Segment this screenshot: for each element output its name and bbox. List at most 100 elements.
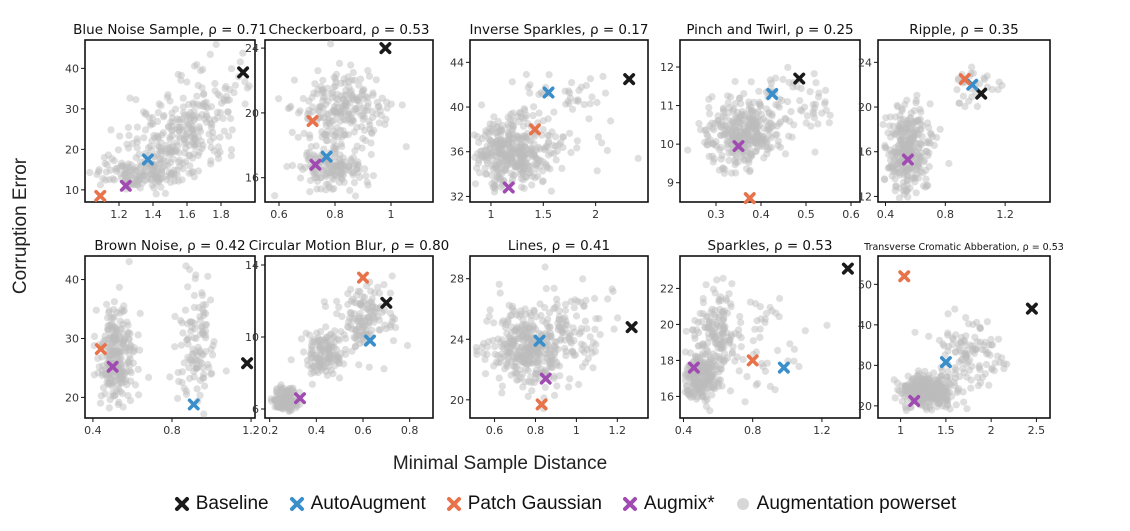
powerset-point	[929, 384, 937, 392]
powerset-point	[918, 133, 926, 141]
powerset-point	[157, 166, 165, 174]
powerset-point	[681, 348, 690, 356]
panel-title: Pinch and Twirl, ρ = 0.25	[686, 22, 853, 38]
powerset-point	[504, 136, 512, 144]
powerset-point	[507, 146, 515, 154]
powerset-point	[508, 152, 516, 160]
powerset-point	[504, 120, 512, 128]
powerset-point	[555, 307, 563, 315]
powerset-point	[375, 289, 384, 297]
powerset-point	[134, 172, 142, 180]
powerset-point	[154, 173, 162, 182]
powerset-point	[922, 175, 930, 183]
powerset-point	[504, 137, 513, 145]
powerset-point	[751, 139, 759, 147]
powerset-point	[186, 108, 194, 117]
powerset-point	[803, 112, 812, 120]
powerset-point	[103, 300, 111, 308]
powerset-point	[140, 172, 148, 180]
powerset-point	[99, 175, 107, 183]
powerset-point	[519, 158, 527, 166]
powerset-point	[137, 172, 145, 180]
powerset-point	[552, 133, 560, 141]
powerset-point	[380, 281, 388, 289]
powerset-point	[147, 169, 155, 177]
powerset-point	[322, 137, 330, 145]
powerset-point	[500, 352, 508, 360]
powerset-point	[317, 352, 325, 360]
powerset-point	[135, 391, 143, 399]
powerset-point	[330, 116, 338, 124]
powerset-point	[213, 114, 221, 122]
powerset-point	[402, 143, 410, 151]
powerset-point	[334, 167, 342, 176]
powerset-point	[489, 140, 497, 148]
powerset-point	[344, 96, 352, 104]
powerset-point	[313, 174, 321, 182]
legend-label: Patch Gaussian	[467, 493, 602, 514]
x-axis-label: Minimal Sample Distance	[392, 453, 608, 474]
powerset-point	[142, 109, 150, 117]
powerset-point	[155, 160, 163, 168]
powerset-point	[351, 106, 359, 114]
powerset-point	[550, 284, 558, 292]
powerset-point	[188, 133, 196, 141]
powerset-point	[328, 108, 336, 116]
powerset-point	[349, 117, 358, 125]
powerset-point	[132, 178, 140, 186]
powerset-point	[219, 114, 227, 122]
powerset-point	[340, 131, 348, 139]
powerset-point	[614, 314, 622, 322]
powerset-point	[137, 163, 145, 171]
powerset-point	[121, 347, 129, 355]
powerset-point	[979, 341, 987, 349]
powerset-point	[201, 103, 210, 111]
powerset-point	[213, 108, 221, 116]
powerset-point	[589, 364, 597, 372]
powerset-point	[959, 92, 968, 100]
powerset-point	[925, 332, 933, 340]
powerset-point	[745, 113, 753, 122]
x-tick-label: 0.8	[401, 424, 419, 437]
powerset-point	[498, 127, 506, 135]
powerset-point	[483, 142, 491, 150]
powerset-point	[481, 131, 489, 140]
powerset-point	[912, 189, 920, 197]
powerset-point	[199, 329, 207, 337]
powerset-point	[179, 159, 187, 167]
powerset-point	[189, 125, 197, 133]
powerset-point	[159, 156, 168, 164]
powerset-point	[204, 272, 212, 280]
powerset-point	[546, 323, 554, 331]
powerset-point	[101, 390, 109, 398]
powerset-point	[572, 312, 581, 320]
powerset-point	[168, 122, 176, 130]
powerset-point	[507, 159, 515, 168]
powerset-point	[153, 175, 161, 184]
powerset-point	[306, 131, 314, 139]
powerset-point	[199, 102, 207, 110]
powerset-point	[508, 158, 516, 166]
powerset-point	[93, 170, 101, 178]
powerset-point	[547, 363, 556, 371]
powerset-point	[119, 161, 127, 170]
powerset-point	[337, 328, 345, 336]
powerset-point	[541, 144, 549, 152]
powerset-point	[506, 337, 514, 345]
powerset-point	[539, 317, 547, 325]
powerset-point	[358, 123, 366, 131]
powerset-point	[127, 172, 136, 181]
powerset-point	[190, 107, 198, 115]
powerset-point	[305, 97, 313, 105]
powerset-point	[109, 339, 117, 347]
powerset-point	[153, 150, 161, 158]
powerset-point	[188, 125, 196, 133]
powerset-point	[960, 398, 968, 406]
powerset-point	[205, 130, 213, 138]
powerset-point	[920, 375, 928, 383]
powerset-point	[207, 119, 215, 127]
powerset-point	[512, 160, 521, 168]
panel-title: Circular Motion Blur, ρ = 0.80	[249, 238, 450, 254]
